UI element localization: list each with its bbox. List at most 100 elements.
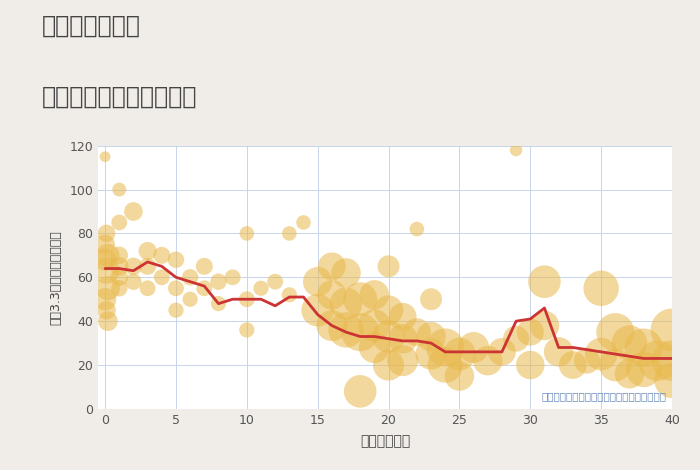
Point (624, 339, 635, 347)
Text: 築年数別中古戸建て価格: 築年数別中古戸建て価格 (42, 85, 197, 109)
Point (596, 284, 607, 292)
Point (241, 230, 253, 237)
Point (553, 348, 564, 356)
Point (397, 357, 408, 364)
Point (426, 296, 437, 303)
Point (412, 329, 423, 336)
Point (567, 361, 578, 369)
Point (610, 329, 621, 336)
Point (101, 267, 112, 274)
Point (102, 251, 113, 259)
Point (468, 344, 480, 351)
Point (355, 388, 366, 395)
Point (142, 247, 153, 255)
Point (440, 344, 451, 351)
Point (666, 326, 678, 334)
Point (454, 350, 465, 358)
Point (113, 284, 125, 292)
Point (99, 296, 111, 303)
Point (355, 329, 366, 336)
Text: 円の大きさは、取引のあった物件面積を示す: 円の大きさは、取引のあった物件面積を示す (541, 391, 666, 401)
Point (102, 284, 113, 292)
Point (312, 306, 323, 314)
Point (355, 296, 366, 303)
Point (156, 274, 167, 281)
Point (666, 376, 678, 384)
Point (496, 348, 507, 356)
Point (326, 322, 337, 329)
Point (582, 357, 593, 364)
Point (412, 225, 423, 233)
Point (525, 361, 536, 369)
Point (284, 230, 295, 237)
Point (510, 146, 522, 154)
Point (199, 263, 210, 270)
Point (666, 357, 678, 364)
Point (270, 278, 281, 285)
Point (539, 322, 550, 329)
Point (383, 306, 394, 314)
Point (298, 219, 309, 226)
Point (397, 335, 408, 343)
Point (510, 335, 522, 343)
Point (185, 274, 196, 281)
Point (99, 256, 111, 264)
Point (525, 329, 536, 336)
Point (213, 300, 224, 307)
Point (482, 357, 493, 364)
Point (113, 219, 125, 226)
Point (241, 326, 253, 334)
Point (397, 313, 408, 321)
Point (638, 366, 650, 373)
Point (199, 284, 210, 292)
Point (383, 263, 394, 270)
Point (102, 317, 113, 325)
Point (227, 274, 238, 281)
Point (426, 350, 437, 358)
Point (170, 256, 181, 264)
Point (340, 269, 351, 277)
Point (539, 278, 550, 285)
Point (454, 372, 465, 380)
Point (99, 153, 111, 160)
Point (156, 251, 167, 259)
Point (142, 284, 153, 292)
Point (610, 361, 621, 369)
Point (326, 263, 337, 270)
Point (369, 291, 380, 298)
Point (113, 251, 125, 259)
Point (638, 344, 650, 351)
Point (256, 284, 267, 292)
Point (312, 278, 323, 285)
Point (113, 274, 125, 281)
Point (113, 186, 125, 193)
Point (383, 361, 394, 369)
Point (170, 306, 181, 314)
Point (440, 361, 451, 369)
Text: 兵庫県御着駅の: 兵庫県御着駅の (42, 14, 141, 38)
Point (369, 344, 380, 351)
Point (99, 241, 111, 248)
Point (128, 263, 139, 270)
Point (170, 284, 181, 292)
Point (213, 278, 224, 285)
Point (113, 263, 125, 270)
Point (426, 333, 437, 340)
Point (142, 263, 153, 270)
Point (624, 370, 635, 377)
Point (596, 350, 607, 358)
Point (128, 208, 139, 215)
Point (652, 357, 664, 364)
Point (340, 326, 351, 334)
Point (185, 296, 196, 303)
Point (326, 291, 337, 298)
Point (128, 278, 139, 285)
Point (101, 306, 112, 314)
Y-axis label: 坪（3.3㎡）単価（万円）: 坪（3.3㎡）単価（万円） (49, 230, 62, 325)
X-axis label: 築年数（年）: 築年数（年） (360, 434, 410, 448)
Point (340, 300, 351, 307)
Point (284, 291, 295, 298)
Point (369, 322, 380, 329)
Point (383, 333, 394, 340)
Point (101, 230, 112, 237)
